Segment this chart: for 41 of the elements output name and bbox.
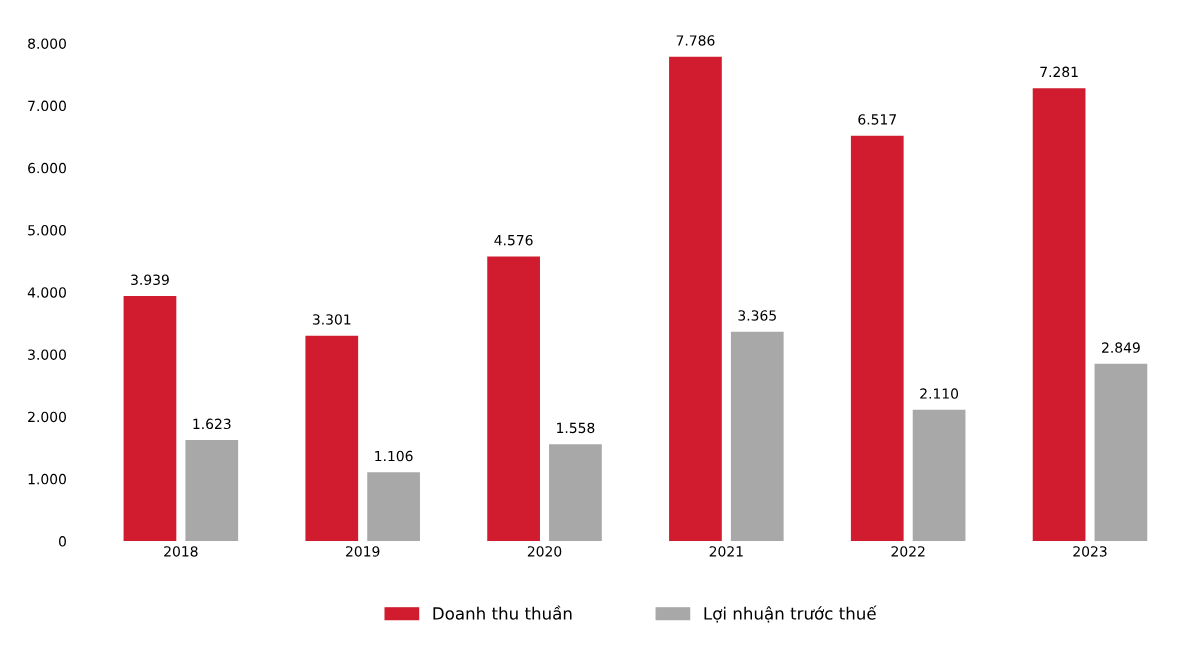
- y-tick-label: 3.000: [28, 349, 66, 360]
- data-label: 7.786: [676, 35, 715, 46]
- y-tick-label: 5.000: [28, 225, 66, 236]
- x-tick-label: 2023: [1073, 546, 1107, 557]
- data-label: 1.623: [193, 418, 231, 430]
- bar: [730, 331, 784, 542]
- bar: [1094, 363, 1148, 542]
- data-label: 1.558: [557, 422, 595, 434]
- data-label: 3.301: [312, 314, 351, 325]
- bar: [487, 256, 540, 542]
- data-label: 2.849: [1102, 342, 1140, 353]
- y-tick-label: 7.000: [28, 100, 66, 112]
- bar: [912, 409, 966, 542]
- bar: [367, 472, 420, 542]
- bar: [185, 440, 239, 542]
- y-tick-label: 2.000: [28, 411, 66, 423]
- x-tick-label: 2020: [527, 546, 562, 557]
- y-tick-label: 1.000: [28, 473, 66, 485]
- data-label: 6.517: [858, 114, 896, 125]
- x-tick-label: 2022: [891, 546, 925, 557]
- y-tick-label: 0: [58, 536, 66, 547]
- y-tick-label: 4.000: [27, 287, 66, 298]
- bar: [305, 335, 359, 542]
- data-label: 1.106: [375, 450, 413, 462]
- bar: [850, 135, 904, 542]
- x-tick-label: 2021: [709, 546, 743, 557]
- x-tick-label: 2019: [346, 546, 380, 557]
- bar: [123, 296, 177, 542]
- data-label: 7.281: [1040, 66, 1078, 78]
- y-tick-label: 8.000: [28, 38, 66, 49]
- bar: [669, 56, 722, 542]
- y-tick-label: 6.000: [28, 162, 66, 174]
- legend-label: Doanh thu thuần: [433, 605, 572, 620]
- data-label: 2.110: [920, 388, 959, 399]
- data-label: 3.939: [131, 274, 169, 286]
- x-tick-label: 2018: [164, 546, 198, 557]
- legend-label: Lợi nhuận trước thuế: [704, 605, 877, 623]
- bar: [1032, 88, 1086, 542]
- data-label: 4.576: [494, 234, 533, 246]
- data-label: 3.365: [738, 310, 776, 321]
- bar: [549, 444, 602, 542]
